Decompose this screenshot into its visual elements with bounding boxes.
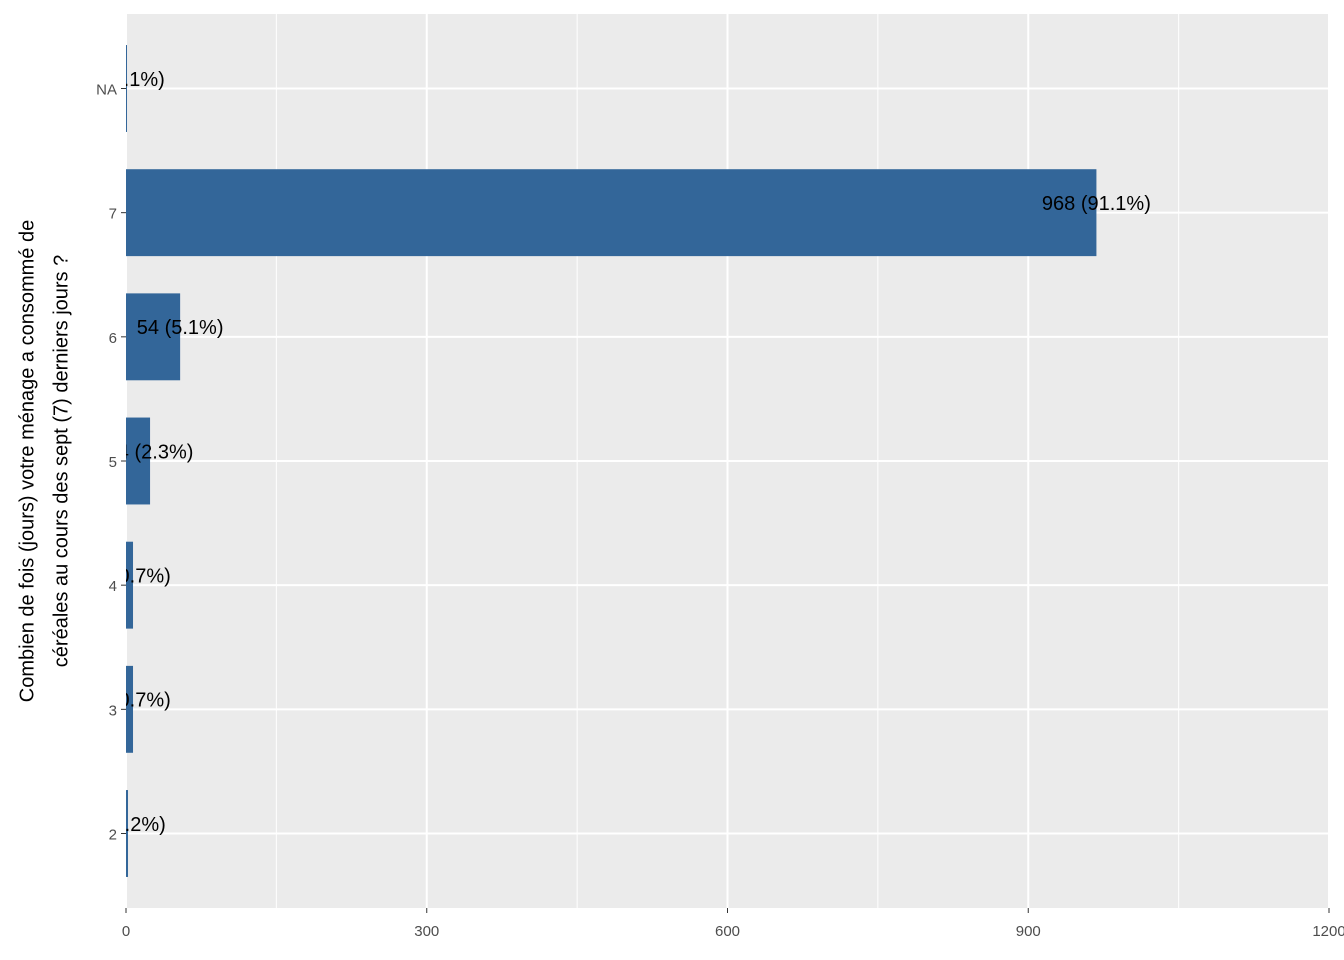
value-label: 7 (0.7%): [95, 690, 171, 712]
x-tick-label: 0: [122, 923, 130, 940]
value-label: 1 (0.1%): [89, 69, 165, 91]
bar: [126, 417, 151, 505]
x-tick-label: 300: [414, 923, 439, 940]
value-label: 54 (5.1%): [137, 317, 224, 339]
value-label: 24 (2.3%): [107, 441, 194, 463]
y-tick-label: 5: [109, 454, 117, 471]
x-tick-label: 900: [1016, 923, 1041, 940]
y-tick-label: NA: [96, 81, 117, 98]
y-tick-label: 3: [109, 702, 117, 719]
bar: [126, 293, 181, 381]
y-axis-title: céréales au cours des sept (7) derniers …: [50, 255, 72, 667]
value-label: 968 (91.1%): [1042, 193, 1151, 215]
value-label: 7 (0.7%): [95, 565, 171, 587]
bar: [126, 169, 1097, 257]
y-tick-label: 6: [109, 330, 117, 347]
y-tick-label: 7: [109, 206, 117, 223]
bar: [126, 790, 129, 877]
bar: [126, 541, 134, 629]
bar: [126, 45, 128, 132]
bar: [126, 665, 134, 753]
y-tick-label: 2: [109, 826, 117, 843]
y-tick-label: 4: [109, 578, 117, 595]
x-tick-label: 600: [715, 923, 740, 940]
value-label: 2 (0.2%): [90, 814, 166, 836]
x-tick-label: 1200: [1312, 923, 1344, 940]
y-axis-title: Combien de fois (jours) votre ménage a c…: [16, 220, 38, 702]
